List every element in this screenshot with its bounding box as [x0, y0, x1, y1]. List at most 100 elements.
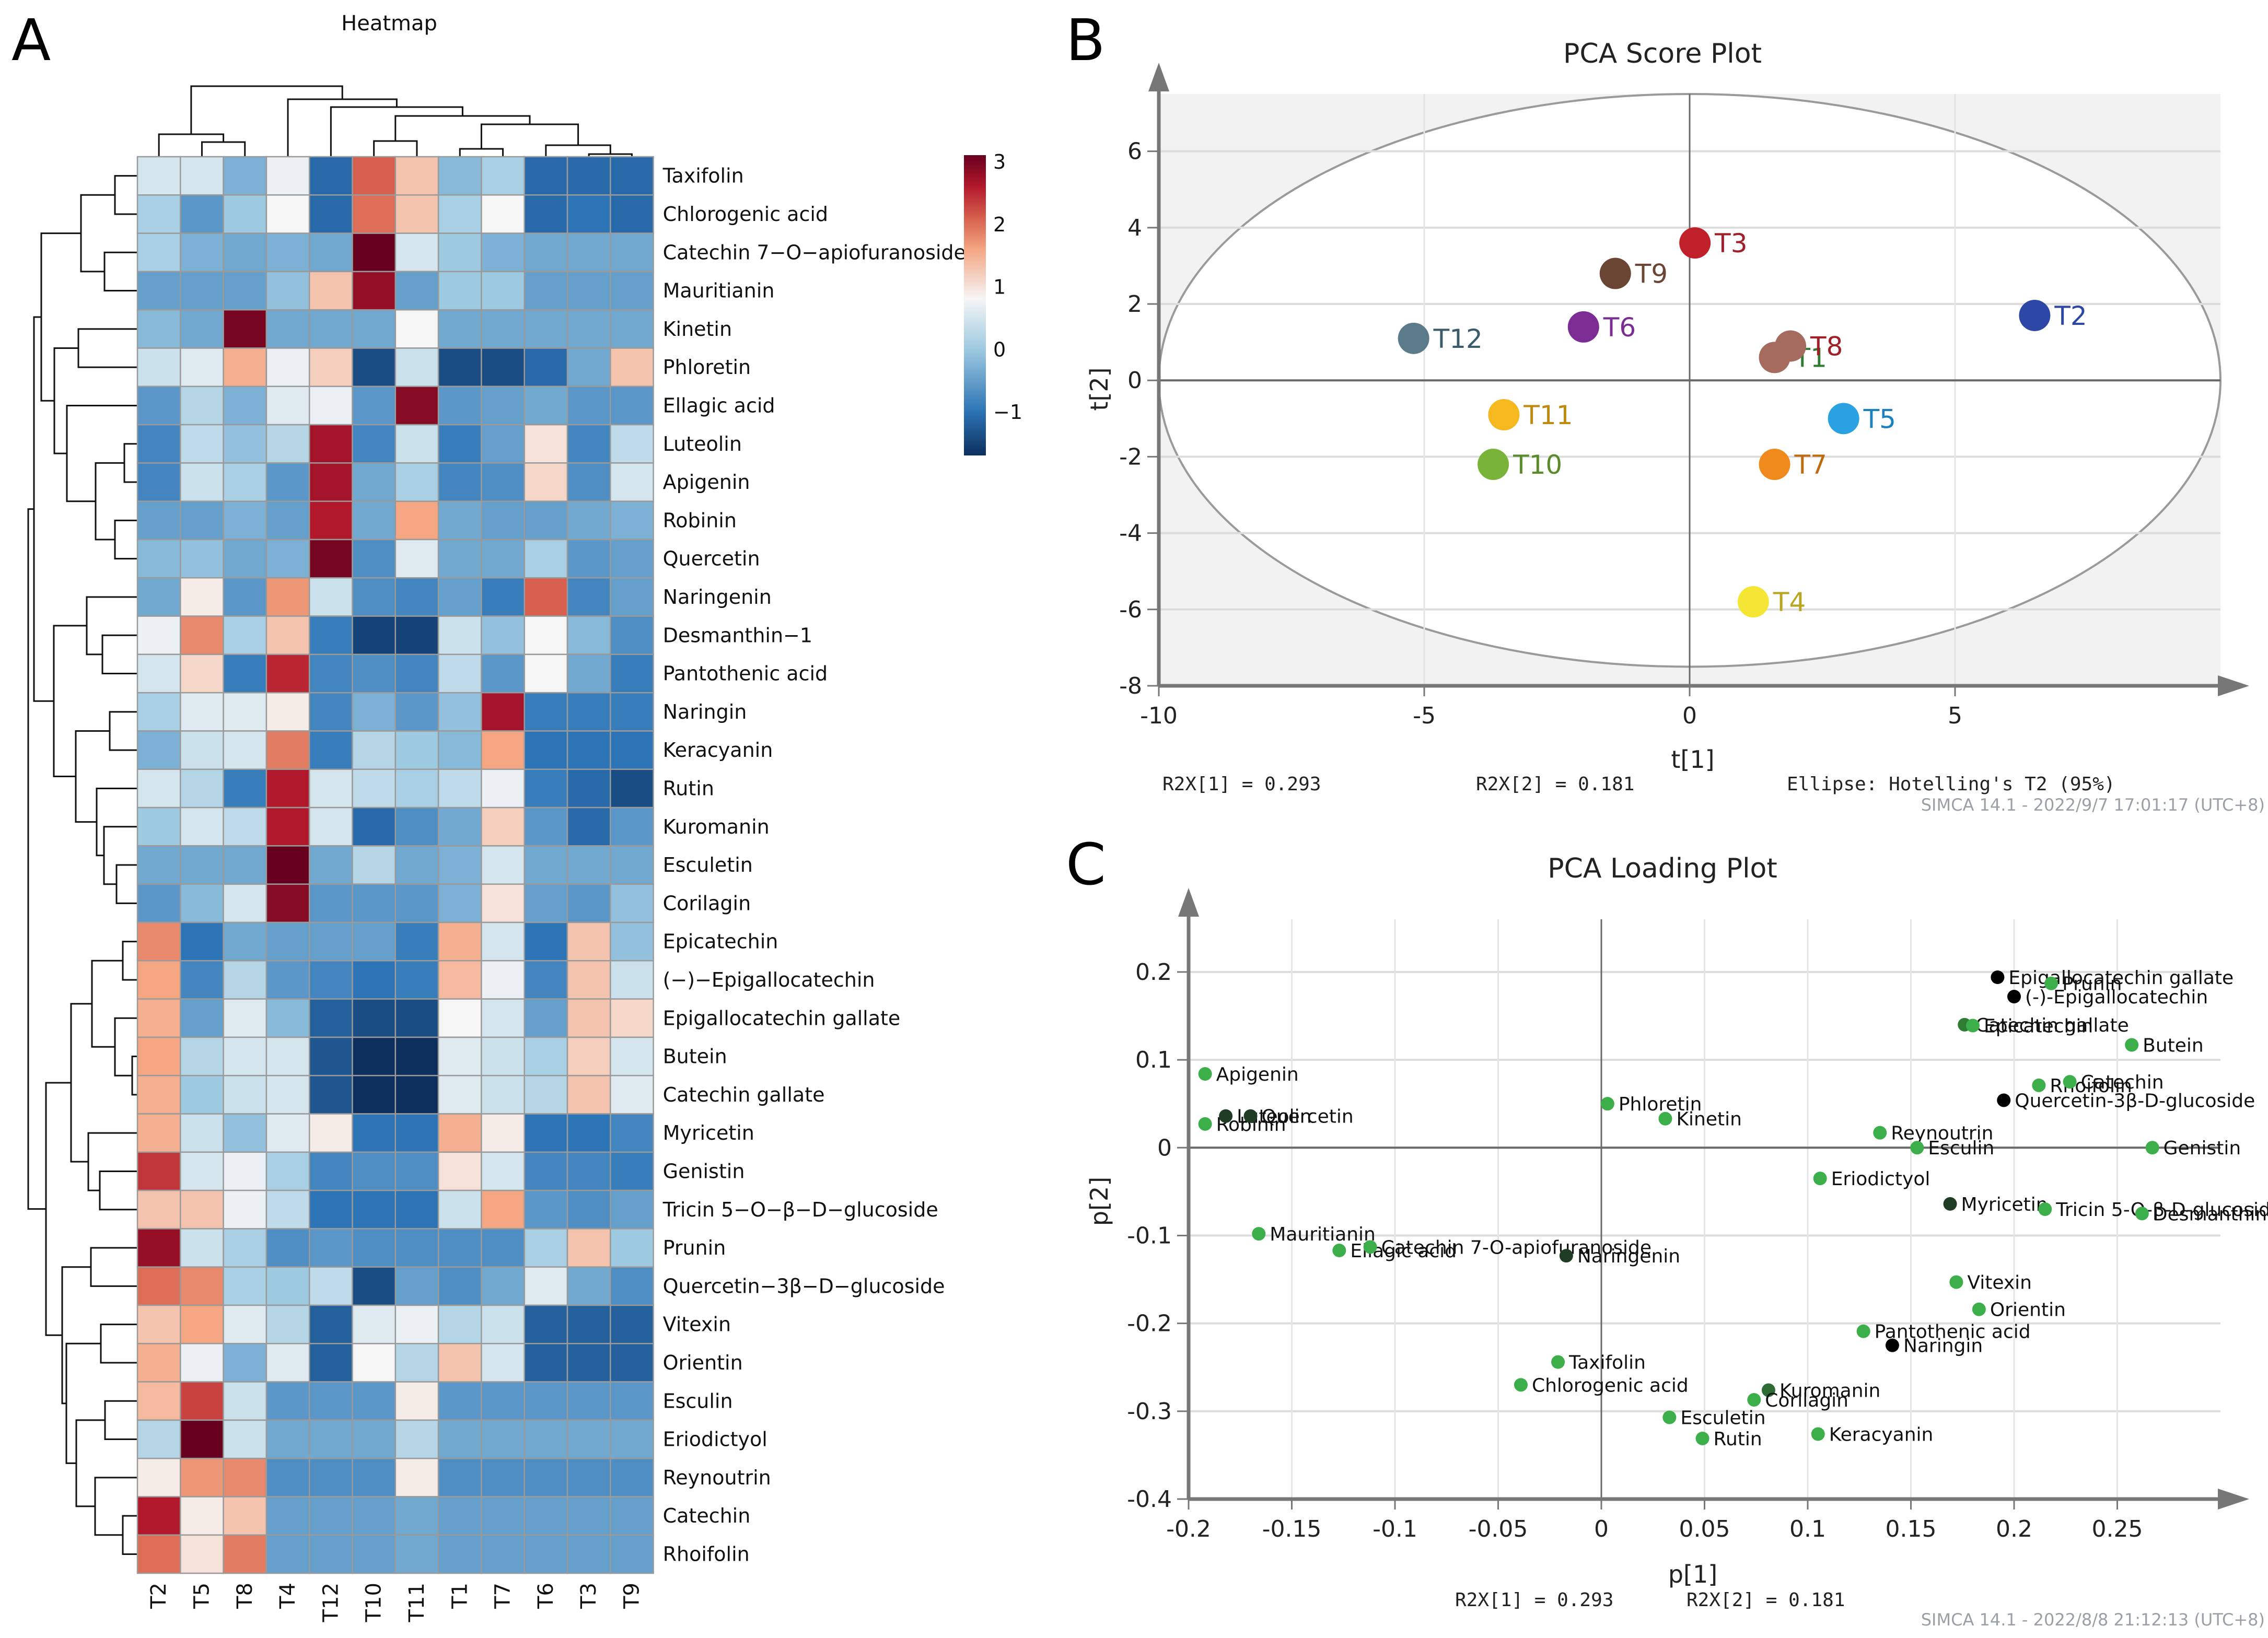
- point-label: Myricetin: [1961, 1194, 2048, 1215]
- heatmap-cell: [136, 1534, 181, 1574]
- point-label: Taxifolin: [1568, 1352, 1646, 1374]
- heatmap-cell: [566, 462, 611, 502]
- x-axis-arrow-icon: [2218, 1489, 2249, 1510]
- column-label: T11: [405, 1583, 429, 1622]
- point-label: Catechin: [2081, 1072, 2164, 1093]
- point-marker: [1885, 1338, 1899, 1352]
- dendrogram-branch: [99, 1170, 137, 1211]
- column-label: T5: [190, 1583, 214, 1609]
- point-label: Esculin: [1928, 1138, 1994, 1159]
- row-label: (−)−Epigallocatechin: [663, 968, 875, 991]
- point-marker: [1567, 311, 1599, 343]
- heatmap-cell: [265, 1419, 310, 1459]
- y-tick-label: 0: [1157, 1134, 1172, 1161]
- score-plot-title: PCA Score Plot: [1563, 38, 1762, 69]
- heatmap-cell: [136, 768, 181, 809]
- heatmap-cell: [437, 692, 482, 732]
- heatmap-cell: [394, 156, 439, 196]
- point-marker: [1363, 1240, 1377, 1254]
- heatmap-cell: [308, 500, 353, 541]
- heatmap-cell: [180, 998, 224, 1038]
- dendrogram-branch: [33, 316, 54, 702]
- heatmap-cell: [481, 309, 525, 349]
- heatmap-cell: [265, 1036, 310, 1077]
- column-label: T12: [319, 1583, 343, 1622]
- heatmap-cell: [180, 615, 224, 656]
- heatmap-cell: [180, 1151, 224, 1191]
- data-point: Prunin: [2044, 974, 2122, 995]
- score-ylabel: t[2]: [1085, 367, 1113, 411]
- point-marker: [1972, 1302, 1986, 1316]
- point-marker: [1747, 1393, 1761, 1407]
- heatmap-cell: [566, 1113, 611, 1153]
- heatmap-cell: [610, 768, 654, 809]
- dendrogram-branch: [114, 1017, 137, 1077]
- dendrogram-branch: [94, 1477, 137, 1536]
- data-point: Rhoifolin: [2032, 1075, 2132, 1097]
- heatmap-cell: [566, 768, 611, 809]
- heatmap-cell: [136, 845, 181, 885]
- dendrogram-branch: [122, 1515, 137, 1555]
- heatmap-cell: [394, 1496, 439, 1536]
- heatmap-cell: [352, 845, 397, 885]
- heatmap-cell: [352, 309, 397, 349]
- heatmap-cell: [352, 1074, 397, 1115]
- heatmap-cell: [566, 1496, 611, 1536]
- data-point: T4: [1737, 586, 1806, 618]
- colorbar-gradient: [964, 155, 986, 455]
- heatmap-cell: [136, 1151, 181, 1191]
- data-point: Quercetin: [1243, 1106, 1354, 1128]
- point-label: Naringin: [1903, 1336, 1983, 1357]
- heatmap-cell: [481, 806, 525, 847]
- row-label: Catechin 7−O−apiofuranoside: [663, 241, 966, 264]
- heatmap-cell: [308, 615, 353, 656]
- heatmap-cell: [437, 462, 482, 502]
- heatmap-cell: [566, 539, 611, 579]
- dendrogram-branch: [80, 194, 115, 273]
- heatmap-cell: [308, 692, 353, 732]
- heatmap-cell: [265, 921, 310, 962]
- row-label: Quercetin−3β−D−glucoside: [663, 1274, 945, 1297]
- point-label: Chlorogenic acid: [1532, 1375, 1689, 1396]
- heatmap-cell: [394, 309, 439, 349]
- heatmap-cell: [180, 1304, 224, 1344]
- heatmap-cell: [481, 653, 525, 694]
- heatmap-cell: [180, 500, 224, 541]
- heatmap-cell: [524, 1534, 568, 1574]
- heatmap-cell: [481, 692, 525, 732]
- data-point: T9: [1599, 258, 1668, 289]
- heatmap-cell: [566, 1074, 611, 1115]
- y-tick-label: 0.1: [1135, 1047, 1172, 1073]
- heatmap-cell: [481, 1534, 525, 1574]
- point-label: Catechin 7-O-apiofuranoside: [1381, 1237, 1651, 1258]
- point-label: Prunin: [2062, 974, 2122, 995]
- column-label: T7: [491, 1583, 515, 1609]
- heatmap-cell: [394, 500, 439, 541]
- score-r2x2: R2X[2] = 0.181: [1476, 774, 1634, 795]
- heatmap-cell: [524, 1036, 568, 1077]
- heatmap-cell: [136, 921, 181, 962]
- heatmap-cell: [437, 1228, 482, 1268]
- heatmap-cell: [394, 1457, 439, 1497]
- heatmap-cell: [524, 462, 568, 502]
- heatmap-cell: [265, 156, 310, 196]
- point-label: T10: [1513, 450, 1562, 480]
- heatmap-cell: [352, 539, 397, 579]
- dendrogram-branch: [373, 140, 418, 157]
- dendrogram-branch: [65, 1342, 101, 1464]
- heatmap-cell: [352, 271, 397, 311]
- heatmap-cell: [610, 1151, 654, 1191]
- heatmap-cell: [352, 653, 397, 694]
- heatmap-cell: [524, 1304, 568, 1344]
- heatmap-cell: [481, 998, 525, 1038]
- heatmap-cell: [136, 577, 181, 617]
- heatmap-cell: [481, 347, 525, 388]
- heatmap-cell: [481, 462, 525, 502]
- data-point: Epicatechin: [1966, 1015, 2093, 1037]
- data-point: Mauritianin: [1252, 1224, 1376, 1245]
- row-label: Desmanthin−1: [663, 624, 812, 647]
- point-label: Mauritianin: [1270, 1224, 1376, 1245]
- score-ellipse-label: Ellipse: Hotelling's T2 (95%): [1787, 774, 2115, 795]
- heatmap-cell: [223, 883, 267, 923]
- heatmap-cell: [610, 1419, 654, 1459]
